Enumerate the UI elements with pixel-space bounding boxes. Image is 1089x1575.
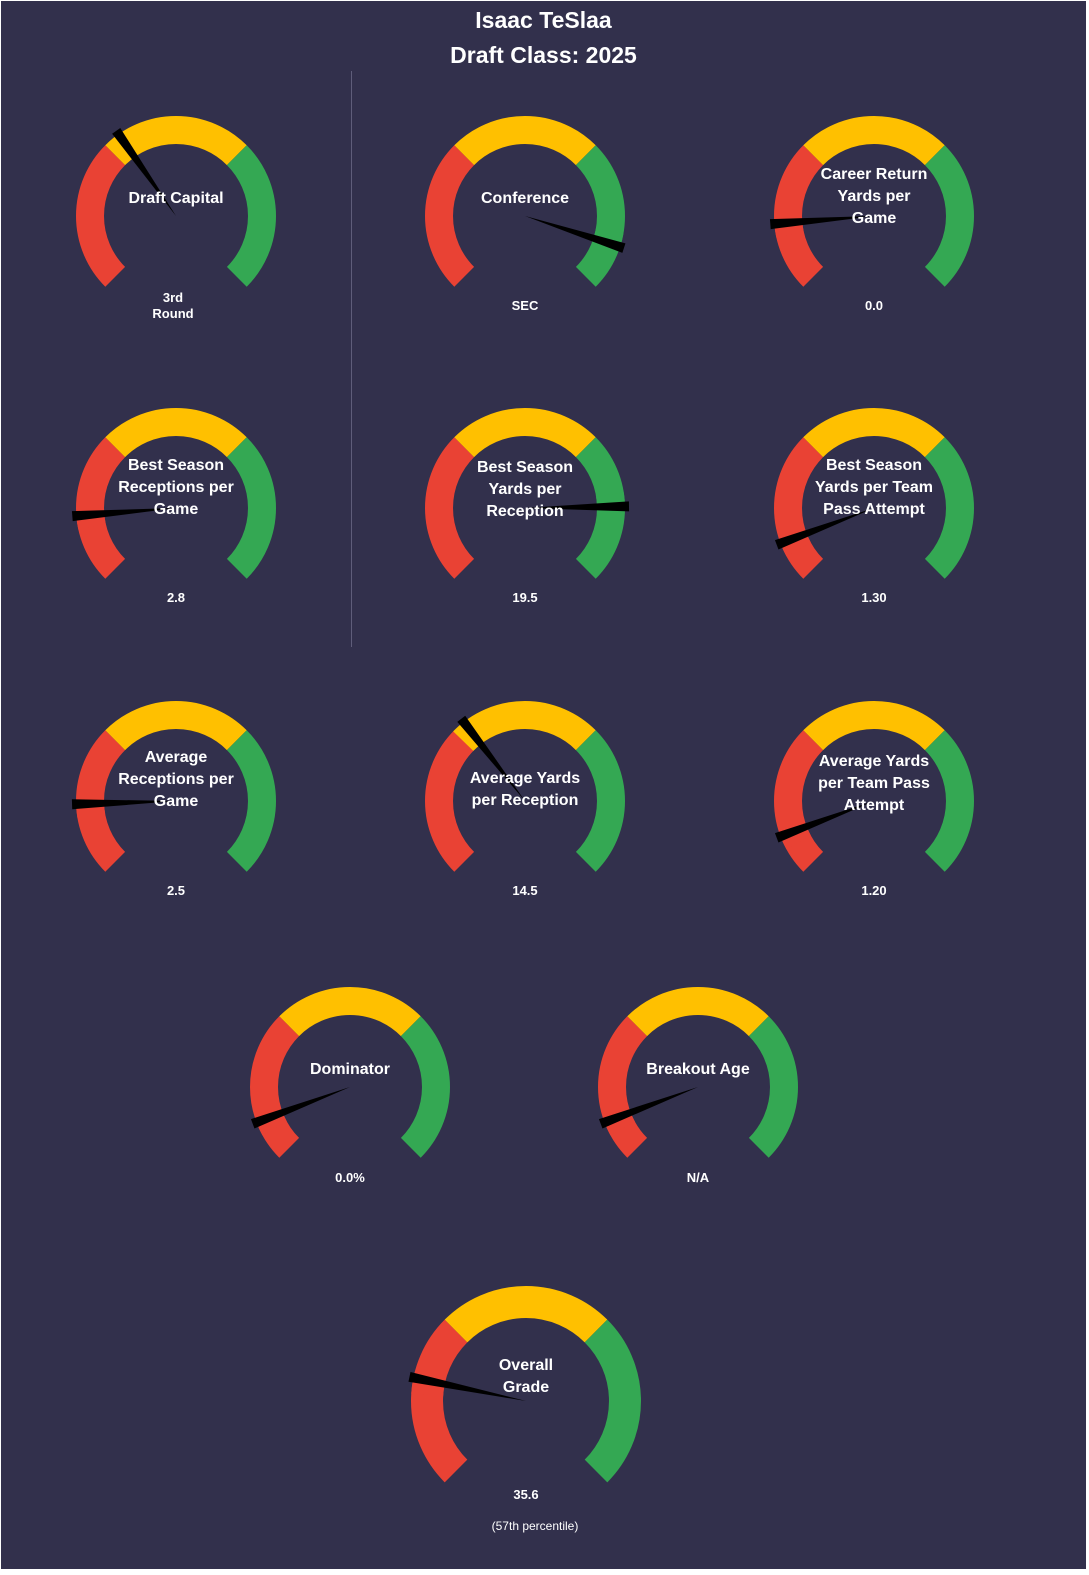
gauge-needle bbox=[525, 216, 626, 253]
gauge-conference bbox=[425, 116, 626, 287]
gauge-needle bbox=[71, 508, 176, 522]
gauge-percentile-label: (57th percentile) bbox=[491, 1519, 579, 1533]
gauge-breakout-age bbox=[598, 987, 798, 1158]
gauge-value: 14.5 bbox=[512, 883, 538, 898]
gauge-zone-yellow bbox=[627, 987, 769, 1037]
gauge-zone-green bbox=[226, 730, 276, 872]
gauge-zone-yellow bbox=[454, 116, 596, 166]
gauge-zone-green bbox=[584, 1319, 641, 1483]
gauge-title: Average Yards per Reception bbox=[469, 770, 581, 809]
gauge-needle bbox=[774, 508, 874, 550]
gauge-value: 0.0% bbox=[335, 1170, 365, 1185]
gauge-needle bbox=[250, 1087, 350, 1129]
gauge-zone-red bbox=[425, 145, 475, 287]
gauge-needle bbox=[71, 799, 176, 810]
gauge-title: Breakout Age bbox=[646, 1061, 750, 1078]
gauge-zone-green bbox=[748, 1016, 798, 1158]
player-name: Isaac TeSlaa bbox=[475, 7, 612, 33]
gauge-value: 0.0 bbox=[864, 298, 884, 313]
gauge-average-yards-per-team-pass-attempt bbox=[774, 701, 974, 872]
gauge-title: Best Season Receptions per Game bbox=[118, 457, 234, 518]
gauge-needle bbox=[525, 501, 630, 512]
gauge-zone-red bbox=[250, 1016, 300, 1158]
gauge-zone-green bbox=[575, 145, 625, 287]
gauge-best-season-yards-per-team-pass-attempt bbox=[774, 408, 974, 579]
gauge-zone-yellow bbox=[444, 1286, 608, 1343]
gauge-zone-red bbox=[774, 437, 824, 579]
gauge-zone-yellow bbox=[105, 701, 247, 751]
gauge-value: 35.6 bbox=[513, 1487, 539, 1502]
gauge-needle bbox=[769, 216, 874, 230]
gauge-zone-green bbox=[400, 1016, 450, 1158]
gauge-needle bbox=[408, 1371, 526, 1401]
section-divider bbox=[351, 71, 352, 647]
gauge-zone-yellow bbox=[279, 987, 421, 1037]
gauge-title: Conference bbox=[480, 190, 570, 207]
gauge-needle bbox=[598, 1087, 698, 1129]
gauge-title: Dominator bbox=[310, 1061, 390, 1078]
gauge-value: 2.5 bbox=[166, 883, 186, 898]
gauge-dominator bbox=[250, 987, 450, 1158]
gauge-best-season-receptions-per-game bbox=[71, 408, 276, 579]
gauge-average-yards-per-reception bbox=[425, 701, 625, 872]
gauge-title: Overall Grade bbox=[498, 1357, 554, 1396]
gauge-zone-red bbox=[76, 145, 126, 287]
gauge-zone-red bbox=[774, 145, 824, 287]
gauge-zone-green bbox=[924, 730, 974, 872]
gauge-value: 1.30 bbox=[861, 590, 887, 605]
gauge-career-return-yards-per-game bbox=[769, 116, 974, 287]
draft-class-title: Draft Class: 2025 bbox=[450, 42, 637, 68]
gauge-zone-yellow bbox=[105, 408, 247, 458]
gauge-zone-green bbox=[924, 145, 974, 287]
gauge-zone-yellow bbox=[454, 701, 596, 751]
gauge-title: Career Return Yards per Game bbox=[820, 166, 928, 227]
gauge-needle bbox=[774, 801, 874, 843]
gauge-value: N/A bbox=[686, 1170, 710, 1185]
gauge-zone-yellow bbox=[803, 701, 945, 751]
gauge-zone-red bbox=[76, 437, 126, 579]
gauge-value: SEC bbox=[511, 298, 539, 313]
gauge-overall-grade bbox=[408, 1286, 641, 1483]
gauge-title: Best Season Yards per Reception bbox=[476, 459, 574, 520]
gauge-zone-red bbox=[425, 730, 475, 872]
gauge-zone-red bbox=[411, 1319, 468, 1483]
gauge-zone-red bbox=[425, 437, 475, 579]
gauge-value: 3rd Round bbox=[152, 290, 194, 321]
gauge-title: Average Receptions per Game bbox=[118, 749, 234, 810]
gauge-value: 2.8 bbox=[166, 590, 186, 605]
gauge-average-receptions-per-game bbox=[71, 701, 276, 872]
gauge-zone-yellow bbox=[803, 408, 945, 458]
gauge-needle bbox=[457, 715, 525, 801]
gauge-zone-green bbox=[226, 437, 276, 579]
gauge-zone-yellow bbox=[803, 116, 945, 166]
gauge-title: Draft Capital bbox=[128, 190, 224, 207]
gauge-draft-capital bbox=[76, 116, 276, 287]
gauge-zone-red bbox=[774, 730, 824, 872]
gauge-zone-green bbox=[575, 730, 625, 872]
gauge-title: Average Yards per Team Pass Attempt bbox=[818, 753, 930, 814]
gauge-zone-green bbox=[226, 145, 276, 287]
gauge-zone-red bbox=[598, 1016, 648, 1158]
gauge-value: 19.5 bbox=[512, 590, 538, 605]
gauge-title: Best Season Yards per Team Pass Attempt bbox=[815, 457, 933, 518]
gauge-needle bbox=[112, 128, 176, 216]
gauge-zone-green bbox=[924, 437, 974, 579]
gauge-zone-yellow bbox=[454, 408, 596, 458]
gauge-best-season-yards-per-reception bbox=[425, 408, 630, 579]
gauge-value: 1.20 bbox=[861, 883, 887, 898]
